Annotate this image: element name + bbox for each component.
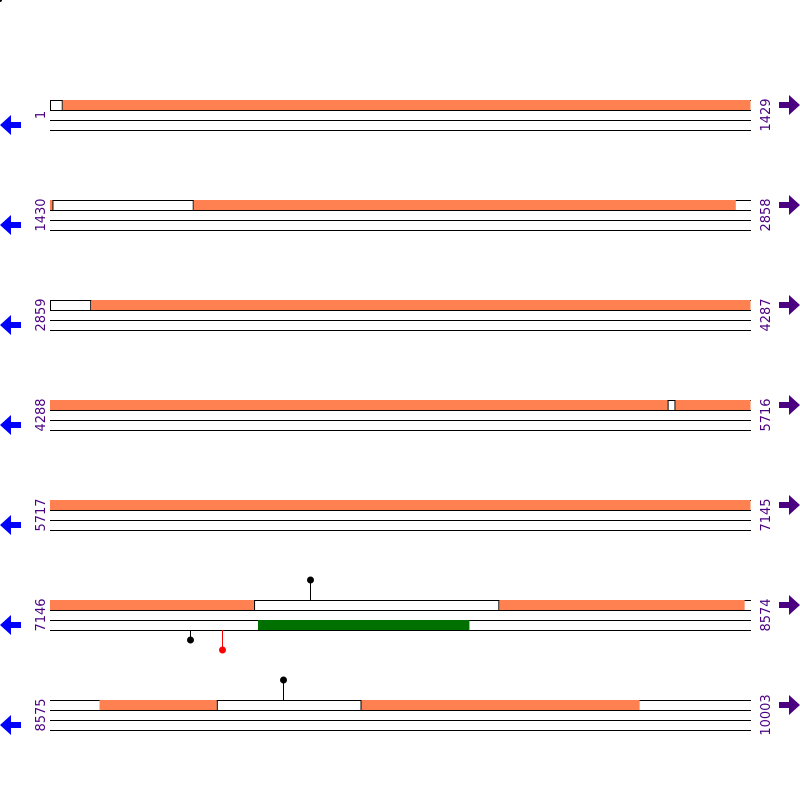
- variant-marker: [307, 576, 314, 584]
- corner-dot: [0, 0, 2, 2]
- right-arrow-icon: [779, 695, 800, 715]
- start-position-label: 5717: [34, 498, 49, 531]
- start-position-label: 4288: [34, 398, 49, 431]
- end-position-label: 7145: [759, 498, 774, 531]
- orange-feature-block: [499, 600, 745, 610]
- start-position-label: 8575: [34, 698, 49, 731]
- open-feature-block: [216, 700, 362, 711]
- open-feature-block: [50, 100, 63, 111]
- orange-feature-block: [50, 200, 53, 210]
- end-position-label: 4287: [759, 298, 774, 331]
- end-position-label: 10003: [759, 694, 774, 735]
- right-arrow-icon: [779, 195, 800, 215]
- end-position-label: 5716: [759, 398, 774, 431]
- left-arrow-icon: [0, 615, 21, 635]
- left-arrow-icon: [0, 415, 21, 435]
- variant-marker: [280, 676, 287, 684]
- track-row-2: 1430 2858: [0, 195, 800, 235]
- right-arrow-icon: [779, 95, 800, 115]
- orange-feature-block: [62, 100, 751, 110]
- left-arrow-icon: [0, 515, 21, 535]
- right-arrow-icon: [779, 295, 800, 315]
- right-arrow-icon: [779, 595, 800, 615]
- track-row-5: 5717 7145: [0, 495, 800, 535]
- orange-feature-block: [193, 200, 736, 210]
- orange-feature-block: [50, 400, 668, 410]
- start-position-label: 1430: [34, 198, 49, 231]
- left-arrow-icon: [0, 115, 21, 135]
- variant-marker: [187, 636, 194, 644]
- start-position-label: 7146: [34, 598, 49, 631]
- track-row-3: 2859 4287: [0, 295, 800, 335]
- track-row-6: 7146 8574: [0, 576, 800, 654]
- right-arrow-icon: [779, 495, 800, 515]
- orange-feature-block: [361, 700, 640, 710]
- track-row-4: 4288 5716: [0, 395, 800, 435]
- open-feature-block: [52, 200, 194, 211]
- track-row-1: 1 1429: [0, 95, 800, 135]
- orange-feature-block: [99, 700, 217, 710]
- end-position-label: 8574: [759, 598, 774, 631]
- left-arrow-icon: [0, 215, 21, 235]
- variant-marker: [219, 646, 226, 654]
- open-feature-block: [254, 600, 500, 611]
- right-arrow-icon: [779, 395, 800, 415]
- open-feature-block: [667, 400, 676, 411]
- start-position-label: 2859: [34, 298, 49, 331]
- end-position-label: 1429: [759, 98, 774, 131]
- orange-feature-block: [50, 600, 255, 610]
- green-feature-block: [257, 620, 470, 630]
- left-arrow-icon: [0, 715, 21, 735]
- start-position-label: 1: [34, 111, 49, 119]
- left-arrow-icon: [0, 315, 21, 335]
- orange-feature-block: [675, 400, 751, 410]
- end-position-label: 2858: [759, 198, 774, 231]
- orange-feature-block: [91, 300, 751, 310]
- orange-feature-block: [50, 500, 751, 510]
- track-row-7: 8575 10003: [0, 676, 800, 736]
- open-feature-block: [50, 300, 92, 311]
